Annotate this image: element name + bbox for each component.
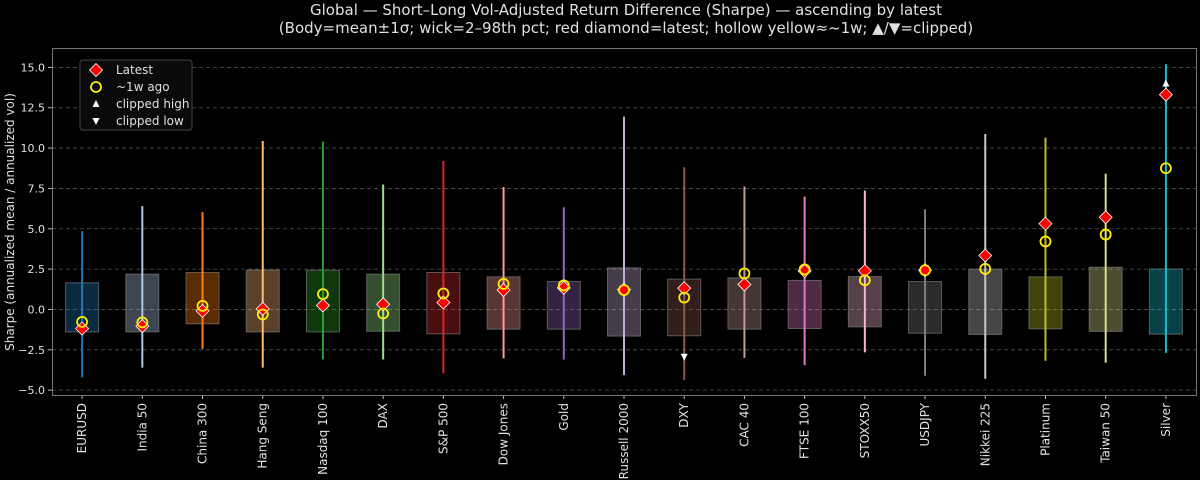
x-tick-label: EURUSD <box>75 403 89 453</box>
latest-marker <box>376 297 391 312</box>
y-tick-label: −5.0 <box>18 384 45 397</box>
week-ago-marker <box>919 264 931 277</box>
x-tick-label: STOXX50 <box>858 403 872 458</box>
chart-marks <box>65 64 1183 380</box>
week-ago-marker <box>1099 228 1112 241</box>
legend-label: ~1w ago <box>116 80 170 94</box>
week-ago-marker <box>317 288 329 301</box>
legend-label: clipped low <box>116 114 184 128</box>
x-tick-label: Nikkei 225 <box>978 403 992 466</box>
week-ago-marker <box>618 284 630 296</box>
clipped-high-marker <box>1162 79 1170 87</box>
week-ago-marker <box>678 291 691 304</box>
latest-marker <box>436 295 451 310</box>
x-tick-label: DXY <box>677 402 691 427</box>
x-tick-label: China 300 <box>196 403 210 464</box>
latest-marker <box>737 277 752 292</box>
x-tick-label: Hang Seng <box>256 403 270 469</box>
y-tick-label: 10.0 <box>21 142 46 155</box>
week-ago-marker <box>377 307 390 320</box>
latest-marker <box>978 248 993 263</box>
x-tick-label: Platinum <box>1038 403 1052 456</box>
week-ago-marker <box>497 278 510 290</box>
x-tick-label: DAX <box>376 403 390 428</box>
legend-label: clipped high <box>116 97 189 111</box>
legend-clipped-low-icon <box>92 118 100 125</box>
x-tick-label: Nasdaq 100 <box>316 403 330 475</box>
legend-latest-icon <box>88 62 104 78</box>
x-tick-label: CAC 40 <box>737 403 751 447</box>
y-tick-label: 7.5 <box>28 182 46 195</box>
legend: Latest ~1w ago clipped high clipped low <box>79 59 193 131</box>
week-ago-marker <box>557 279 570 292</box>
week-ago-marker <box>738 267 751 280</box>
latest-marker <box>677 281 692 296</box>
x-tick-label: S&P 500 <box>436 403 450 454</box>
latest-marker <box>1098 210 1113 225</box>
latest-marker <box>857 263 872 278</box>
chart-title: Global — Short–Long Vol-Adjusted Return … <box>310 1 942 19</box>
y-axis-label: Sharpe (annualized mean / annualized vol… <box>3 93 17 351</box>
chart-subtitle: (Body=mean±1σ; wick=2–98th pct; red diam… <box>279 19 973 37</box>
gridlines <box>52 66 1196 391</box>
week-ago-marker <box>437 287 450 300</box>
x-tick-label: Russell 2000 <box>617 403 631 479</box>
y-tick-label: 2.5 <box>28 263 46 276</box>
y-tick-label: 5.0 <box>28 223 46 236</box>
x-ticks: EURUSD India 50 China 300 Hang Seng Nasdaq 1… <box>75 395 1173 479</box>
x-tick-label: USDJPY <box>918 402 932 446</box>
y-tick-label: 12.5 <box>21 102 46 115</box>
latest-marker <box>1158 87 1173 102</box>
x-tick-label: Taiwan 50 <box>1099 403 1113 464</box>
week-ago-marker <box>196 300 209 312</box>
y-tick-label: 15.0 <box>21 61 46 74</box>
y-tick-label: 0.0 <box>28 303 46 316</box>
week-ago-marker <box>136 316 149 329</box>
x-tick-label: India 50 <box>135 403 149 452</box>
legend-week-ago-icon <box>90 81 102 93</box>
legend-label: Latest <box>116 63 153 77</box>
y-tick-label: −2.5 <box>18 344 45 357</box>
y-ticks: −5.0 −2.5 0.0 2.5 5.0 7.5 10.0 12.5 15.0 <box>18 61 52 397</box>
legend-clipped-high-icon <box>92 100 100 107</box>
week-ago-marker <box>979 263 992 275</box>
x-tick-label: Silver <box>1159 403 1173 437</box>
latest-marker <box>1038 216 1053 231</box>
plot-frame <box>52 48 1197 396</box>
week-ago-marker <box>1159 162 1172 175</box>
x-tick-label: Gold <box>557 403 571 431</box>
week-ago-marker <box>858 274 871 287</box>
week-ago-marker <box>798 263 811 276</box>
x-tick-label: Dow Jones <box>497 403 511 465</box>
week-ago-marker <box>76 315 89 328</box>
latest-marker <box>315 298 331 313</box>
x-tick-label: FTSE 100 <box>798 403 812 459</box>
week-ago-marker <box>256 308 269 321</box>
clipped-low-marker <box>680 353 688 361</box>
week-ago-marker <box>1039 235 1052 248</box>
